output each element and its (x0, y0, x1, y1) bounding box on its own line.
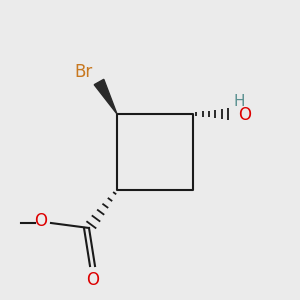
Text: H: H (233, 94, 245, 110)
Polygon shape (94, 79, 117, 114)
Text: O: O (238, 106, 251, 124)
Text: O: O (86, 271, 100, 289)
Text: Br: Br (74, 63, 92, 81)
Text: O: O (34, 212, 47, 230)
